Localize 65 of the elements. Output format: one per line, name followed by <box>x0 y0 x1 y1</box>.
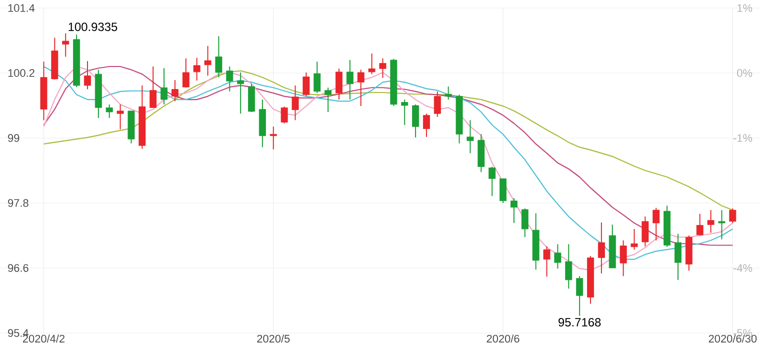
candlestick <box>302 72 310 97</box>
candlestick <box>630 228 638 250</box>
annotation: 100.9335 <box>68 22 118 32</box>
candlestick <box>215 36 222 78</box>
candlestick <box>707 210 714 234</box>
candlestick <box>543 246 550 278</box>
candlestick <box>674 233 682 280</box>
candlestick <box>620 240 627 277</box>
y2-tick-label: -4% <box>733 264 752 272</box>
candlestick <box>521 208 528 238</box>
candlestick <box>357 69 364 107</box>
y-tick-label: 97.8 <box>8 199 28 207</box>
candlestick <box>182 58 190 88</box>
candlestick <box>160 68 168 105</box>
candlestick <box>62 32 70 58</box>
candlestick <box>106 104 113 118</box>
candlestick <box>423 113 430 138</box>
candlestick <box>598 222 605 274</box>
candlestick <box>379 58 386 78</box>
candlestick <box>336 68 342 100</box>
candlestick <box>171 80 178 102</box>
candlestick <box>204 45 212 76</box>
annotation: 95.7168 <box>558 318 601 326</box>
candlestick <box>729 208 736 224</box>
x-tick-label: 2020/5 <box>257 334 290 343</box>
y2-tick-label: -5% <box>733 329 752 337</box>
y-tick-label: 101.4 <box>8 4 35 12</box>
candlestick <box>696 213 704 236</box>
y-tick-label: 99 <box>8 134 20 142</box>
candlestick <box>642 216 649 247</box>
y2-tick-label: 1% <box>737 4 752 12</box>
candlestick <box>576 276 584 316</box>
y-tick-label: 96.6 <box>8 264 28 272</box>
x-tick-label: 2020/4/2 <box>22 334 65 343</box>
candlestick <box>510 198 518 224</box>
candlestick <box>718 210 726 240</box>
candlestick <box>150 66 157 108</box>
candlestick <box>324 87 332 113</box>
candlestick <box>466 120 474 154</box>
y2-tick-label: 0% <box>737 69 752 77</box>
candlestick <box>280 106 288 124</box>
candlestick <box>237 72 244 114</box>
x-tick-label: 2020/6 <box>486 334 520 343</box>
y2-tick-label: -1% <box>733 134 752 142</box>
y-tick-label: 100.2 <box>8 69 34 77</box>
candlestick <box>368 53 376 75</box>
candlestick <box>500 178 507 204</box>
y-tick-label: 95.4 <box>8 329 29 337</box>
candlestick <box>412 104 420 138</box>
candlestick <box>434 90 441 118</box>
candlestick <box>270 126 277 150</box>
candlestick <box>554 244 562 270</box>
candlestick <box>84 60 91 90</box>
candlestick <box>652 207 660 241</box>
candlestick <box>116 104 124 130</box>
candlestick <box>346 60 354 100</box>
candlestick <box>488 166 496 196</box>
candlestick <box>226 66 234 92</box>
candlestick <box>292 84 299 121</box>
candlestick <box>193 57 200 82</box>
candlestick <box>401 99 408 126</box>
candlestick <box>444 86 452 100</box>
candlestick <box>565 244 572 290</box>
x-tick-label: 2020/6/30 <box>708 334 757 343</box>
candlestick <box>314 61 321 94</box>
